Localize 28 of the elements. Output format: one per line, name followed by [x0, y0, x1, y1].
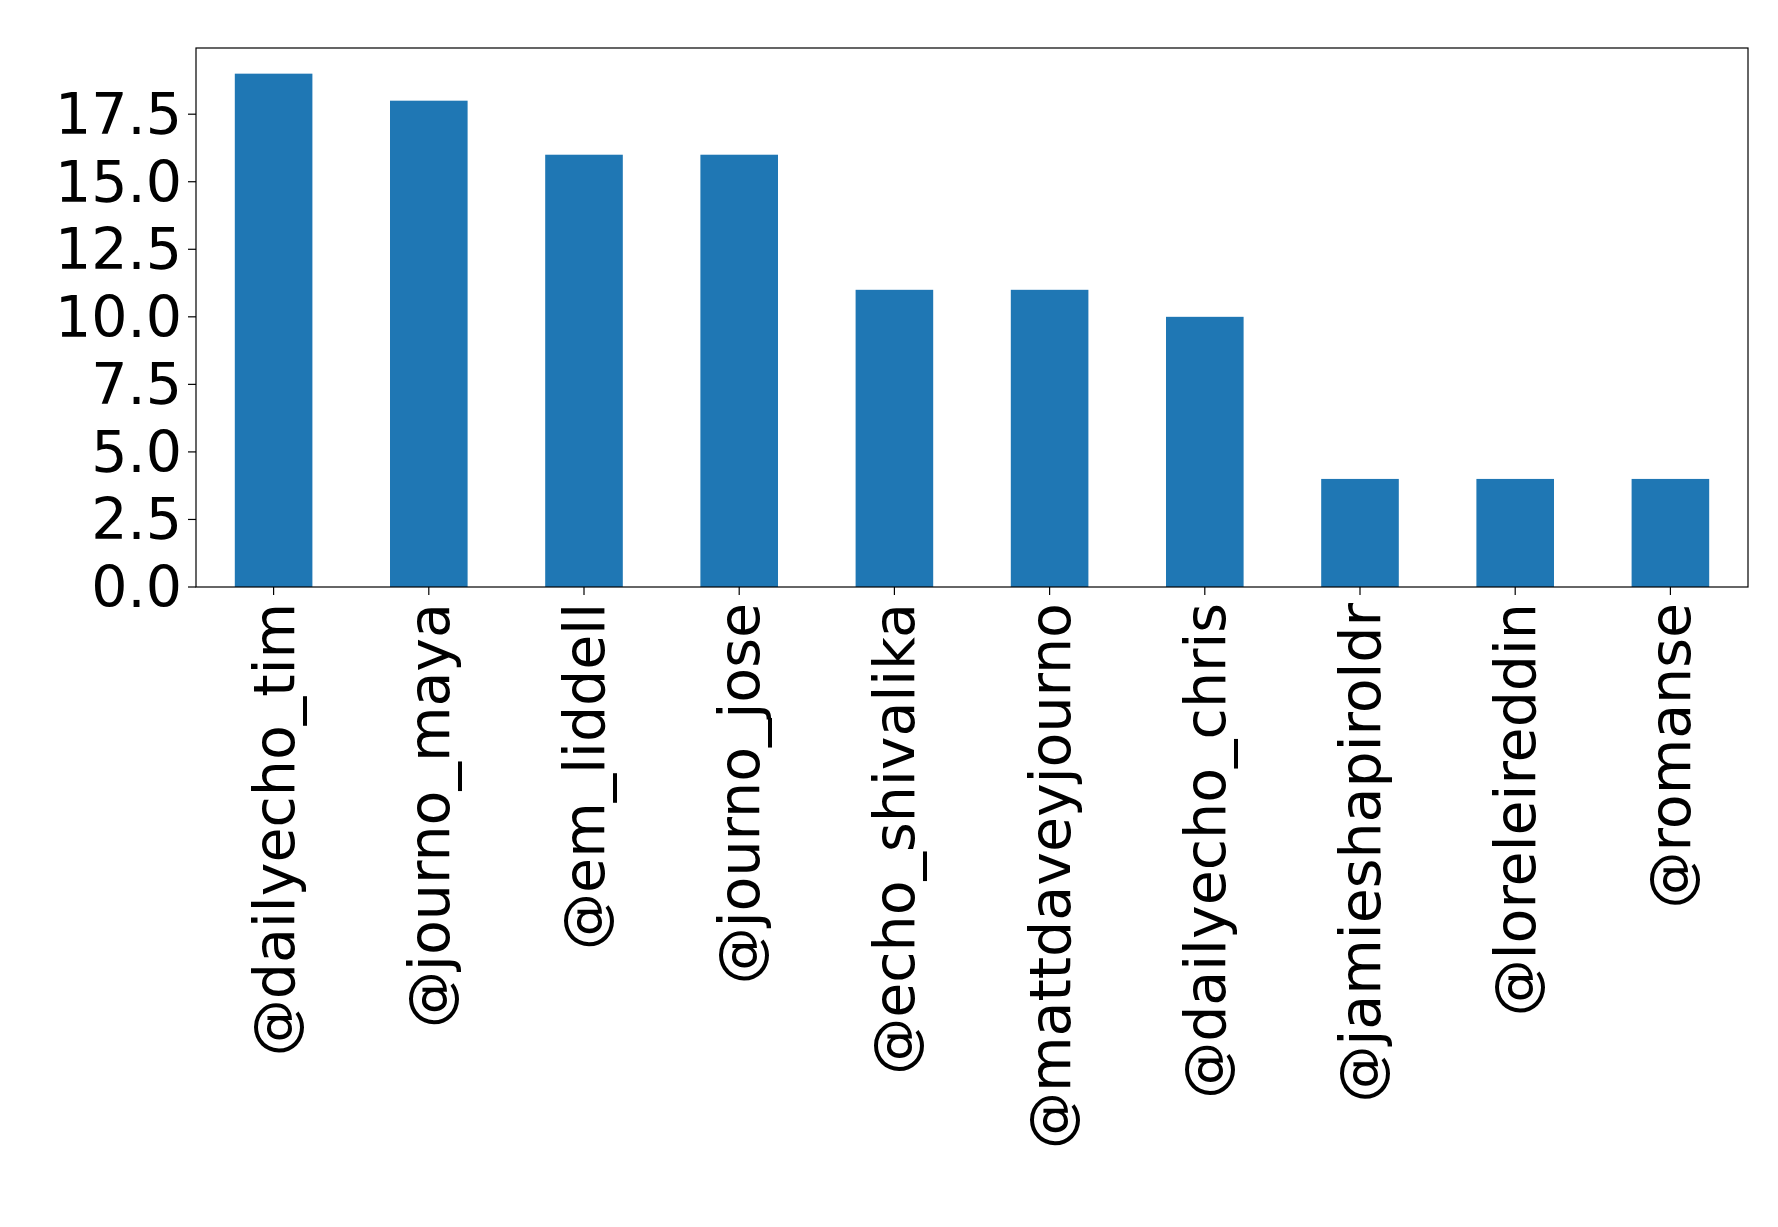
bar [1321, 478, 1399, 587]
x-tick-label: @mattdaveyjourno [1016, 603, 1083, 1150]
x-tick-label: @em_liddell [550, 603, 617, 950]
x-tick-label: @journo_maya [395, 603, 462, 1028]
y-tick-label: 2.5 [91, 486, 182, 553]
x-tick-label: @dailyecho_chris [1171, 603, 1238, 1099]
y-tick-label: 15.0 [55, 148, 182, 215]
bar [390, 100, 468, 587]
x-tick-label: @journo_jose [706, 603, 773, 985]
x-tick-label: @jamieshapiroldr [1326, 602, 1393, 1103]
y-tick-label: 0.0 [91, 553, 182, 620]
bar [1166, 316, 1244, 587]
bar [545, 154, 623, 587]
bar [700, 154, 778, 587]
x-tick-label: @echo_shivalika [861, 603, 928, 1075]
bar [855, 289, 934, 587]
x-tick-label: @dailyecho_tim [240, 603, 307, 1057]
y-tick-label: 5.0 [91, 418, 182, 485]
y-tick-label: 17.5 [55, 81, 182, 148]
bar [234, 73, 313, 587]
bar [1010, 289, 1089, 587]
y-tick-label: 10.0 [55, 283, 182, 350]
bar [1476, 478, 1554, 587]
y-tick-label: 7.5 [91, 351, 182, 418]
y-tick-label: 12.5 [55, 216, 182, 283]
x-tick-label: @loreleireddin [1482, 603, 1549, 1017]
x-tick-label: @romanse [1637, 603, 1704, 909]
bar [1631, 478, 1710, 587]
